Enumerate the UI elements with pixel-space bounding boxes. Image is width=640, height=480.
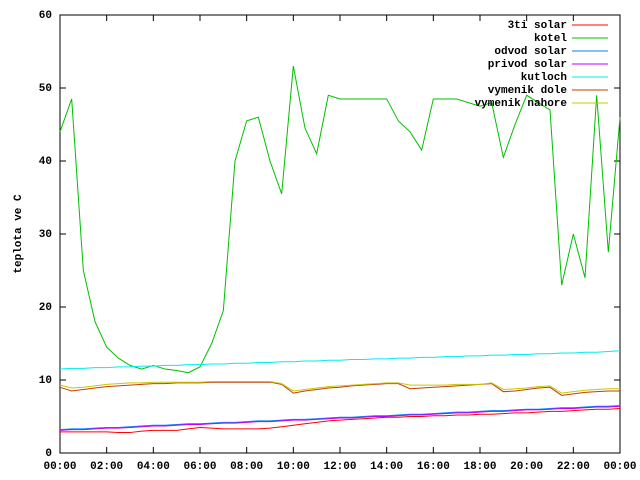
x-tick-label: 22:00 xyxy=(557,461,590,473)
legend-label: 3ti solar xyxy=(508,20,567,32)
series-line xyxy=(59,381,620,396)
x-tick-label: 14:00 xyxy=(370,461,403,473)
series-line xyxy=(59,405,621,431)
series-line xyxy=(60,407,621,434)
y-axis-label: teplota ve C xyxy=(13,194,25,274)
y-tick-label: 10 xyxy=(39,375,52,387)
x-tick-label: 02:00 xyxy=(90,461,123,473)
legend-label: odvod solar xyxy=(494,46,567,58)
y-tick-label: 50 xyxy=(39,83,52,95)
x-tick-label: 10:00 xyxy=(277,461,310,473)
x-tick-label: 08:00 xyxy=(230,461,263,473)
legend-label: vymenik nahore xyxy=(475,98,568,110)
series-line xyxy=(59,380,620,394)
legend-label: privod solar xyxy=(488,59,567,71)
x-tick-label: 20:00 xyxy=(510,461,543,473)
series-line xyxy=(59,350,621,370)
y-tick-label: 0 xyxy=(45,448,52,460)
x-tick-label: 04:00 xyxy=(137,461,170,473)
legend-label: kutloch xyxy=(521,72,567,84)
x-tick-label: 18:00 xyxy=(463,461,496,473)
y-tick-label: 40 xyxy=(39,156,52,168)
x-tick-label: 00:00 xyxy=(43,461,76,473)
x-tick-label: 00:00 xyxy=(603,461,636,473)
y-tick-label: 60 xyxy=(39,10,52,22)
legend-label: vymenik dole xyxy=(488,85,568,97)
series-line xyxy=(59,66,621,374)
x-tick-label: 16:00 xyxy=(417,461,450,473)
series-line xyxy=(59,405,621,431)
x-tick-label: 12:00 xyxy=(323,461,356,473)
legend-label: kotel xyxy=(534,33,567,45)
x-tick-label: 06:00 xyxy=(183,461,216,473)
y-tick-label: 20 xyxy=(39,302,52,314)
y-tick-label: 30 xyxy=(39,229,52,241)
